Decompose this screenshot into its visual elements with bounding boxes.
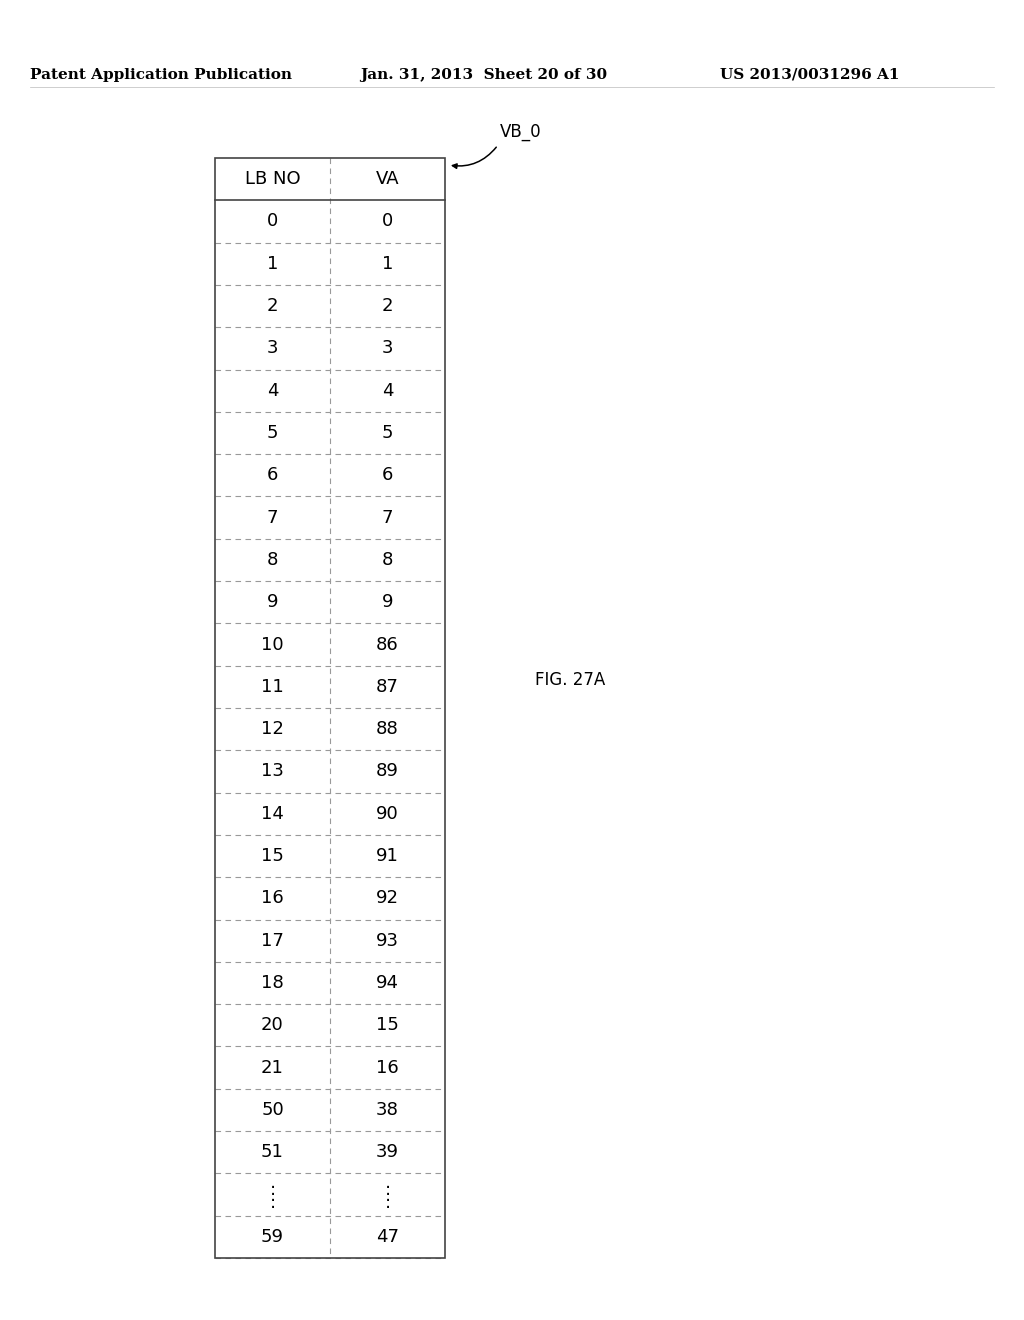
Text: 5: 5 (382, 424, 393, 442)
Text: 87: 87 (376, 678, 399, 696)
Text: US 2013/0031296 A1: US 2013/0031296 A1 (720, 69, 899, 82)
Text: 6: 6 (267, 466, 279, 484)
Text: FIG. 27A: FIG. 27A (535, 671, 605, 689)
Text: 89: 89 (376, 763, 399, 780)
Text: 9: 9 (266, 593, 279, 611)
Text: 5: 5 (266, 424, 279, 442)
Text: :: : (384, 1195, 390, 1212)
Text: 3: 3 (266, 339, 279, 358)
Text: 16: 16 (261, 890, 284, 907)
Text: 4: 4 (266, 381, 279, 400)
Text: VB_0: VB_0 (500, 123, 542, 141)
Text: 17: 17 (261, 932, 284, 949)
Text: 38: 38 (376, 1101, 399, 1119)
Text: 51: 51 (261, 1143, 284, 1162)
Text: 20: 20 (261, 1016, 284, 1035)
Text: 14: 14 (261, 805, 284, 822)
Text: 10: 10 (261, 635, 284, 653)
Text: 12: 12 (261, 721, 284, 738)
Text: VA: VA (376, 170, 399, 189)
Text: 39: 39 (376, 1143, 399, 1162)
Text: 0: 0 (267, 213, 279, 231)
Text: LB NO: LB NO (245, 170, 300, 189)
Text: 94: 94 (376, 974, 399, 993)
Text: Jan. 31, 2013  Sheet 20 of 30: Jan. 31, 2013 Sheet 20 of 30 (360, 69, 607, 82)
Text: 1: 1 (382, 255, 393, 273)
Text: 15: 15 (261, 847, 284, 865)
Text: 7: 7 (382, 508, 393, 527)
Text: 59: 59 (261, 1228, 284, 1246)
Text: 86: 86 (376, 635, 399, 653)
Text: :: : (269, 1181, 275, 1200)
Text: :: : (269, 1195, 275, 1212)
Text: 9: 9 (382, 593, 393, 611)
Text: 47: 47 (376, 1228, 399, 1246)
Text: 2: 2 (266, 297, 279, 315)
Text: 8: 8 (382, 550, 393, 569)
Text: 21: 21 (261, 1059, 284, 1077)
Text: 7: 7 (266, 508, 279, 527)
Text: 2: 2 (382, 297, 393, 315)
Text: 11: 11 (261, 678, 284, 696)
Text: 93: 93 (376, 932, 399, 949)
Text: 4: 4 (382, 381, 393, 400)
Text: 91: 91 (376, 847, 399, 865)
Text: 15: 15 (376, 1016, 399, 1035)
Text: Patent Application Publication: Patent Application Publication (30, 69, 292, 82)
Text: 3: 3 (382, 339, 393, 358)
Text: 0: 0 (382, 213, 393, 231)
Text: 8: 8 (267, 550, 279, 569)
Text: 16: 16 (376, 1059, 399, 1077)
Text: 92: 92 (376, 890, 399, 907)
Text: 88: 88 (376, 721, 399, 738)
Text: :: : (384, 1181, 390, 1200)
Text: 90: 90 (376, 805, 399, 822)
Text: 6: 6 (382, 466, 393, 484)
Bar (215, 158, 445, 1258)
Text: 18: 18 (261, 974, 284, 993)
Text: 50: 50 (261, 1101, 284, 1119)
Text: 1: 1 (267, 255, 279, 273)
Text: 13: 13 (261, 763, 284, 780)
